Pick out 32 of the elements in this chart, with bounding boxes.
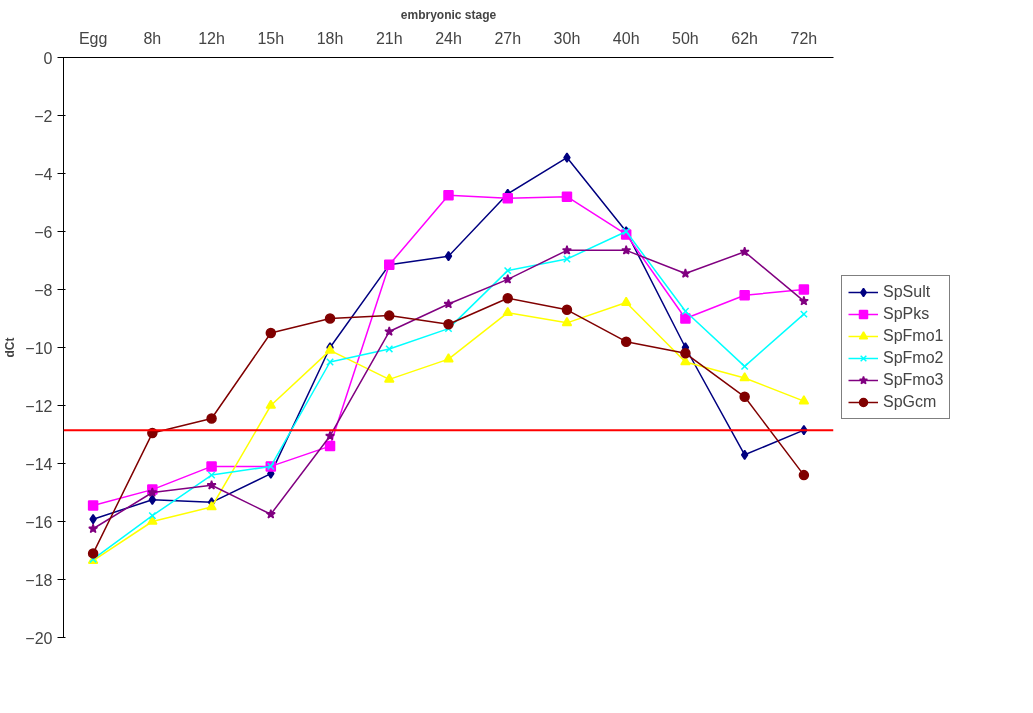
chart-title: embryonic stage [400,7,497,22]
y-tick-label: −2 [34,107,53,125]
x-tick-label: 8h [143,29,162,47]
y-tick-label: 0 [43,49,53,67]
y-tick-label: −4 [34,165,53,183]
y-tick-label: −8 [34,281,53,299]
legend-label: SpGcm [883,393,937,411]
x-tick-label: 50h [672,29,699,47]
x-tick-label: 72h [790,29,818,47]
x-tick-label: 21h [375,29,403,47]
x-tick-label: 40h [612,29,640,47]
y-axis-title: dCt [3,337,18,358]
y-tick-label: −10 [25,339,53,357]
legend-label: SpPks [883,305,930,323]
y-tick-label: −6 [34,223,53,241]
legend-label: SpFmo1 [883,327,944,345]
x-tick-label: 24h [435,29,462,47]
y-tick-label: −14 [25,455,53,473]
legend-label: SpFmo3 [883,371,944,389]
x-tick-label: 30h [553,29,581,47]
y-tick-label: −12 [25,397,53,415]
x-tick-label: 15h [257,29,285,47]
y-tick-label: −16 [25,513,53,531]
x-tick-label: 18h [316,29,344,47]
legend-label: SpSult [883,283,931,301]
y-tick-label: −20 [25,629,53,647]
legend-label: SpFmo2 [883,349,944,367]
x-tick-label: 12h [198,29,225,47]
y-tick-label: −18 [25,571,53,589]
x-tick-label: 27h [494,29,522,47]
x-tick-label: Egg [78,29,108,47]
x-tick-label: 62h [731,29,759,47]
